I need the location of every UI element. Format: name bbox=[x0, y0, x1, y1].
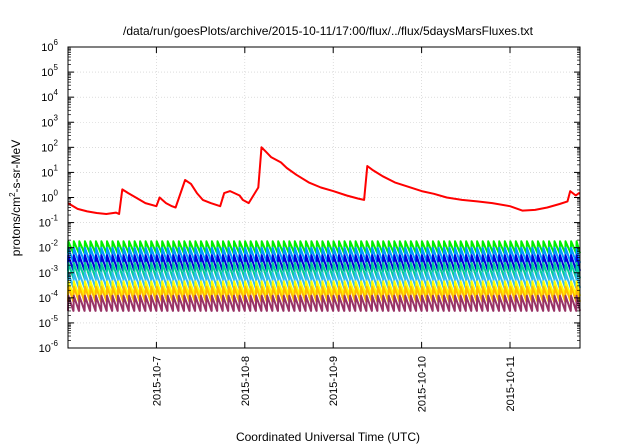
y-tick-label: 100 bbox=[41, 189, 58, 205]
y-tick-label: 106 bbox=[41, 38, 58, 54]
x-tick-label: 2015-10-11 bbox=[505, 356, 517, 411]
y-axis-ticks: 10-6 10-5 10-4 10-3 10-2 10-1 100 101 102 103 104 1… bbox=[39, 38, 580, 355]
y-tick-label: 10-3 bbox=[39, 264, 59, 280]
y-tick-label: 10-6 bbox=[39, 339, 59, 355]
series-line-8 bbox=[67, 294, 581, 312]
y-axis-label: protons/cm2-s-sr-MeV bbox=[8, 140, 23, 256]
chart-title: /data/run/goesPlots/archive/2015-10-11/1… bbox=[123, 24, 534, 38]
y-tick-label: 10-5 bbox=[39, 314, 59, 330]
y-tick-label: 102 bbox=[41, 138, 58, 154]
y-tick-label: 101 bbox=[41, 163, 58, 179]
series-line-5 bbox=[67, 271, 581, 289]
x-tick-label: 2015-10-8 bbox=[240, 356, 252, 406]
series-line-4 bbox=[67, 261, 581, 280]
series-line-2 bbox=[67, 246, 581, 264]
series-layer bbox=[67, 146, 581, 312]
y-tick-label: 10-1 bbox=[39, 214, 59, 230]
y-tick-label: 103 bbox=[41, 113, 58, 129]
y-tick-label: 10-2 bbox=[39, 239, 59, 255]
y-tick-label: 105 bbox=[41, 63, 58, 79]
x-tick-label: 2015-10-9 bbox=[328, 356, 340, 406]
series-line-7 bbox=[67, 285, 581, 303]
series-line-1 bbox=[67, 240, 581, 255]
x-axis-ticks: 2015-10-7 2015-10-8 2015-10-9 2015-10-10 201… bbox=[151, 47, 517, 412]
series-line-3 bbox=[67, 254, 581, 272]
x-tick-label: 2015-10-7 bbox=[151, 356, 163, 406]
series-line-0 bbox=[67, 146, 581, 215]
x-axis-label: Coordinated Universal Time (UTC) bbox=[236, 430, 420, 444]
x-tick-label: 2015-10-10 bbox=[417, 356, 429, 412]
y-tick-label: 104 bbox=[41, 88, 58, 104]
y-tick-label: 10-4 bbox=[39, 289, 59, 305]
